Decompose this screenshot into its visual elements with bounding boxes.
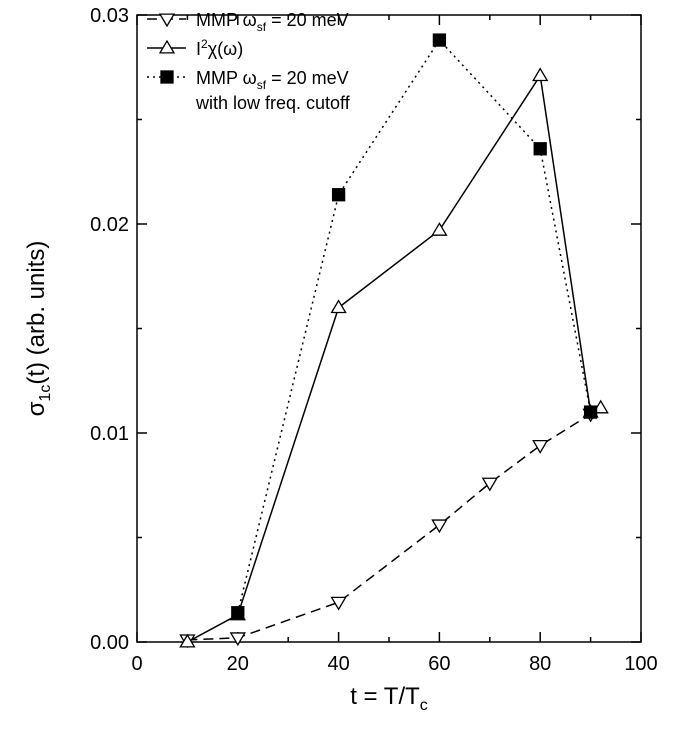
legend-marker <box>160 70 174 84</box>
marker <box>330 299 347 314</box>
y-tick-label: 0.01 <box>90 423 129 445</box>
marker <box>431 519 448 534</box>
x-axis-label-main: t = T/T <box>350 683 420 710</box>
marker <box>330 596 347 611</box>
legend-label-part: χ(ω) <box>208 39 244 59</box>
legend-label: MMP ωsf = 20 meV <box>196 68 349 92</box>
legend-label-part: 2 <box>201 37 208 51</box>
legend-label-part: sf <box>257 78 267 92</box>
x-axis-label-sub: c <box>420 697 428 714</box>
legend-label-part: MMP ω <box>196 10 257 30</box>
x-tick-label: 100 <box>624 653 657 675</box>
y-axis-label-sub: 1c <box>37 385 54 402</box>
marker <box>583 405 598 419</box>
legend-marker <box>158 13 176 28</box>
y-tick-label: 0.00 <box>90 632 129 654</box>
legend-label-part: MMP ω <box>196 68 257 88</box>
x-tick-label: 60 <box>428 653 450 675</box>
marker <box>432 33 447 47</box>
marker <box>229 632 246 647</box>
x-tick-label: 80 <box>529 653 551 675</box>
legend-label: MMP ωsf = 20 meV <box>196 10 349 34</box>
series-line <box>237 38 592 613</box>
marker <box>231 606 245 620</box>
legend-label-part: = 20 meV <box>266 68 349 88</box>
marker <box>431 221 448 236</box>
y-axis-label-main: σ <box>23 401 50 416</box>
marker <box>532 439 549 454</box>
legend-marker <box>158 39 176 54</box>
x-tick-label: 20 <box>227 653 249 675</box>
y-axis-label-rest: (t) (arb. units) <box>23 241 50 385</box>
marker <box>331 188 346 202</box>
marker <box>179 633 196 648</box>
legend-label-part: I <box>196 39 201 59</box>
legend-label-line2: with low freq. cutoff <box>195 93 351 113</box>
legend-label-part: = 20 meV <box>266 10 349 30</box>
series-line <box>187 73 601 643</box>
x-tick-label: 0 <box>131 653 142 675</box>
marker <box>532 67 549 82</box>
marker <box>533 142 547 156</box>
y-tick-label: 0.03 <box>90 5 129 27</box>
y-tick-label: 0.02 <box>90 214 129 236</box>
x-tick-label: 40 <box>327 653 349 675</box>
series-line <box>187 413 591 641</box>
x-axis-label: t = T/Tc <box>350 683 428 714</box>
marker <box>481 477 498 492</box>
y-axis-label: σ1c(t) (arb. units) <box>23 241 54 417</box>
legend-label-part: sf <box>257 20 267 34</box>
legend-label: I2χ(ω) <box>196 37 243 59</box>
